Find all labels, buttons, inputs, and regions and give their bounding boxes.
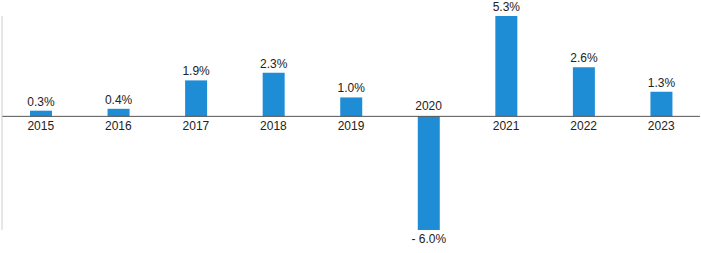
- svg-text:2.6%: 2.6%: [570, 51, 598, 65]
- svg-text:1.3%: 1.3%: [648, 76, 676, 90]
- svg-text:2021: 2021: [493, 119, 520, 133]
- svg-text:2018: 2018: [260, 119, 287, 133]
- svg-text:5.3%: 5.3%: [493, 0, 521, 14]
- svg-text:2023: 2023: [648, 119, 675, 133]
- svg-text:2020: 2020: [415, 99, 442, 113]
- svg-text:0.3%: 0.3%: [27, 95, 55, 109]
- svg-text:1.0%: 1.0%: [338, 81, 366, 95]
- svg-text:2.3%: 2.3%: [260, 57, 288, 71]
- svg-text:0.4%: 0.4%: [105, 93, 133, 107]
- svg-text:1.9%: 1.9%: [182, 64, 210, 78]
- svg-text:2022: 2022: [570, 119, 597, 133]
- svg-text:2019: 2019: [338, 119, 365, 133]
- svg-text:2016: 2016: [105, 119, 132, 133]
- svg-text:2017: 2017: [183, 119, 210, 133]
- svg-text:- 6.0%: - 6.0%: [411, 232, 446, 246]
- svg-text:2015: 2015: [27, 119, 54, 133]
